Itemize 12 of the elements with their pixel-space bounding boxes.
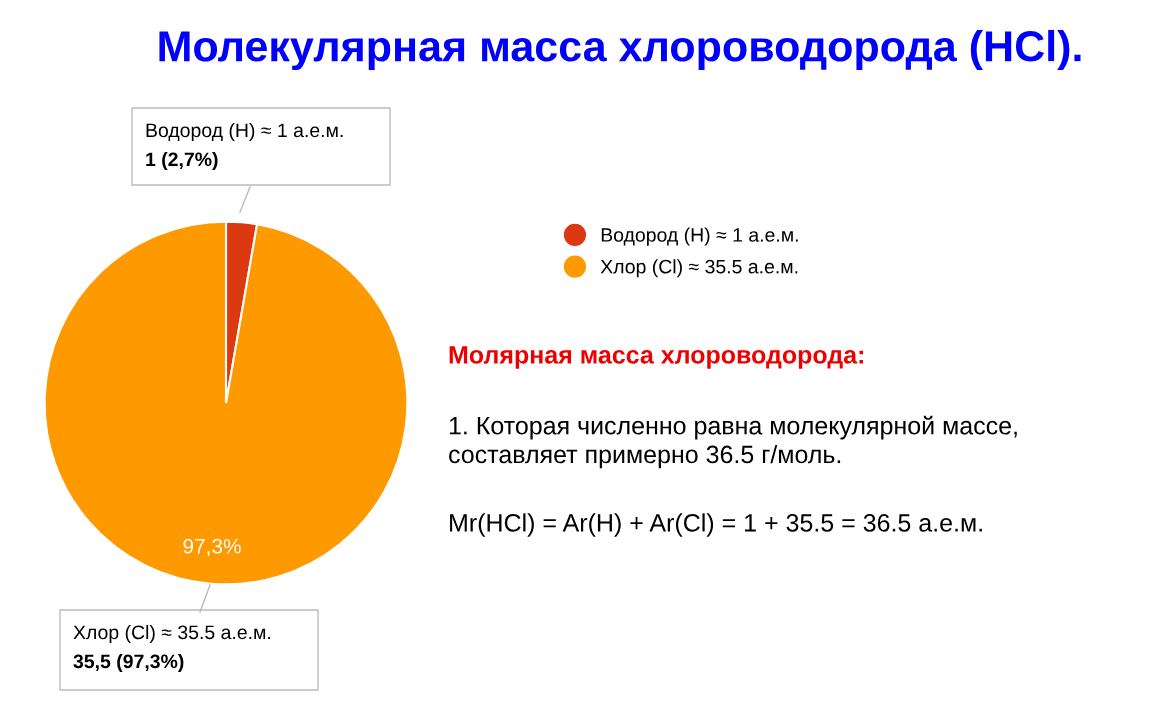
legend-label: Хлор (Cl) ≈ 35.5 а.е.м. — [600, 259, 798, 278]
text: 97,3% — [183, 538, 241, 557]
slice-label: Хлор (Cl) ≈ 35.5 а.е.м. — [73, 624, 271, 644]
data-label: 1 (2,7%) — [146, 151, 218, 171]
slice-label: Водород (H) ≈ 1 а.е.м. — [146, 122, 343, 142]
chart-title: Молекулярная масса хлороводорода (HCl). — [159, 29, 1081, 71]
text: Mr(HCl) = Ar(H) + Ar(Cl) = 1 + 35.5 = 36.5 а.е.м. — [450, 513, 982, 537]
legend-label: Водород (H) ≈ 1 а.е.м. — [601, 227, 798, 246]
data-label: 35,5 (97,3%) — [73, 653, 184, 673]
pie-slice — [43, 220, 409, 586]
text: Молярная масса хлороводорода: — [449, 346, 864, 369]
text: 1. Которая численно равна молекулярной массе, составляет примерно 36.5 г/моль. — [449, 415, 1017, 469]
